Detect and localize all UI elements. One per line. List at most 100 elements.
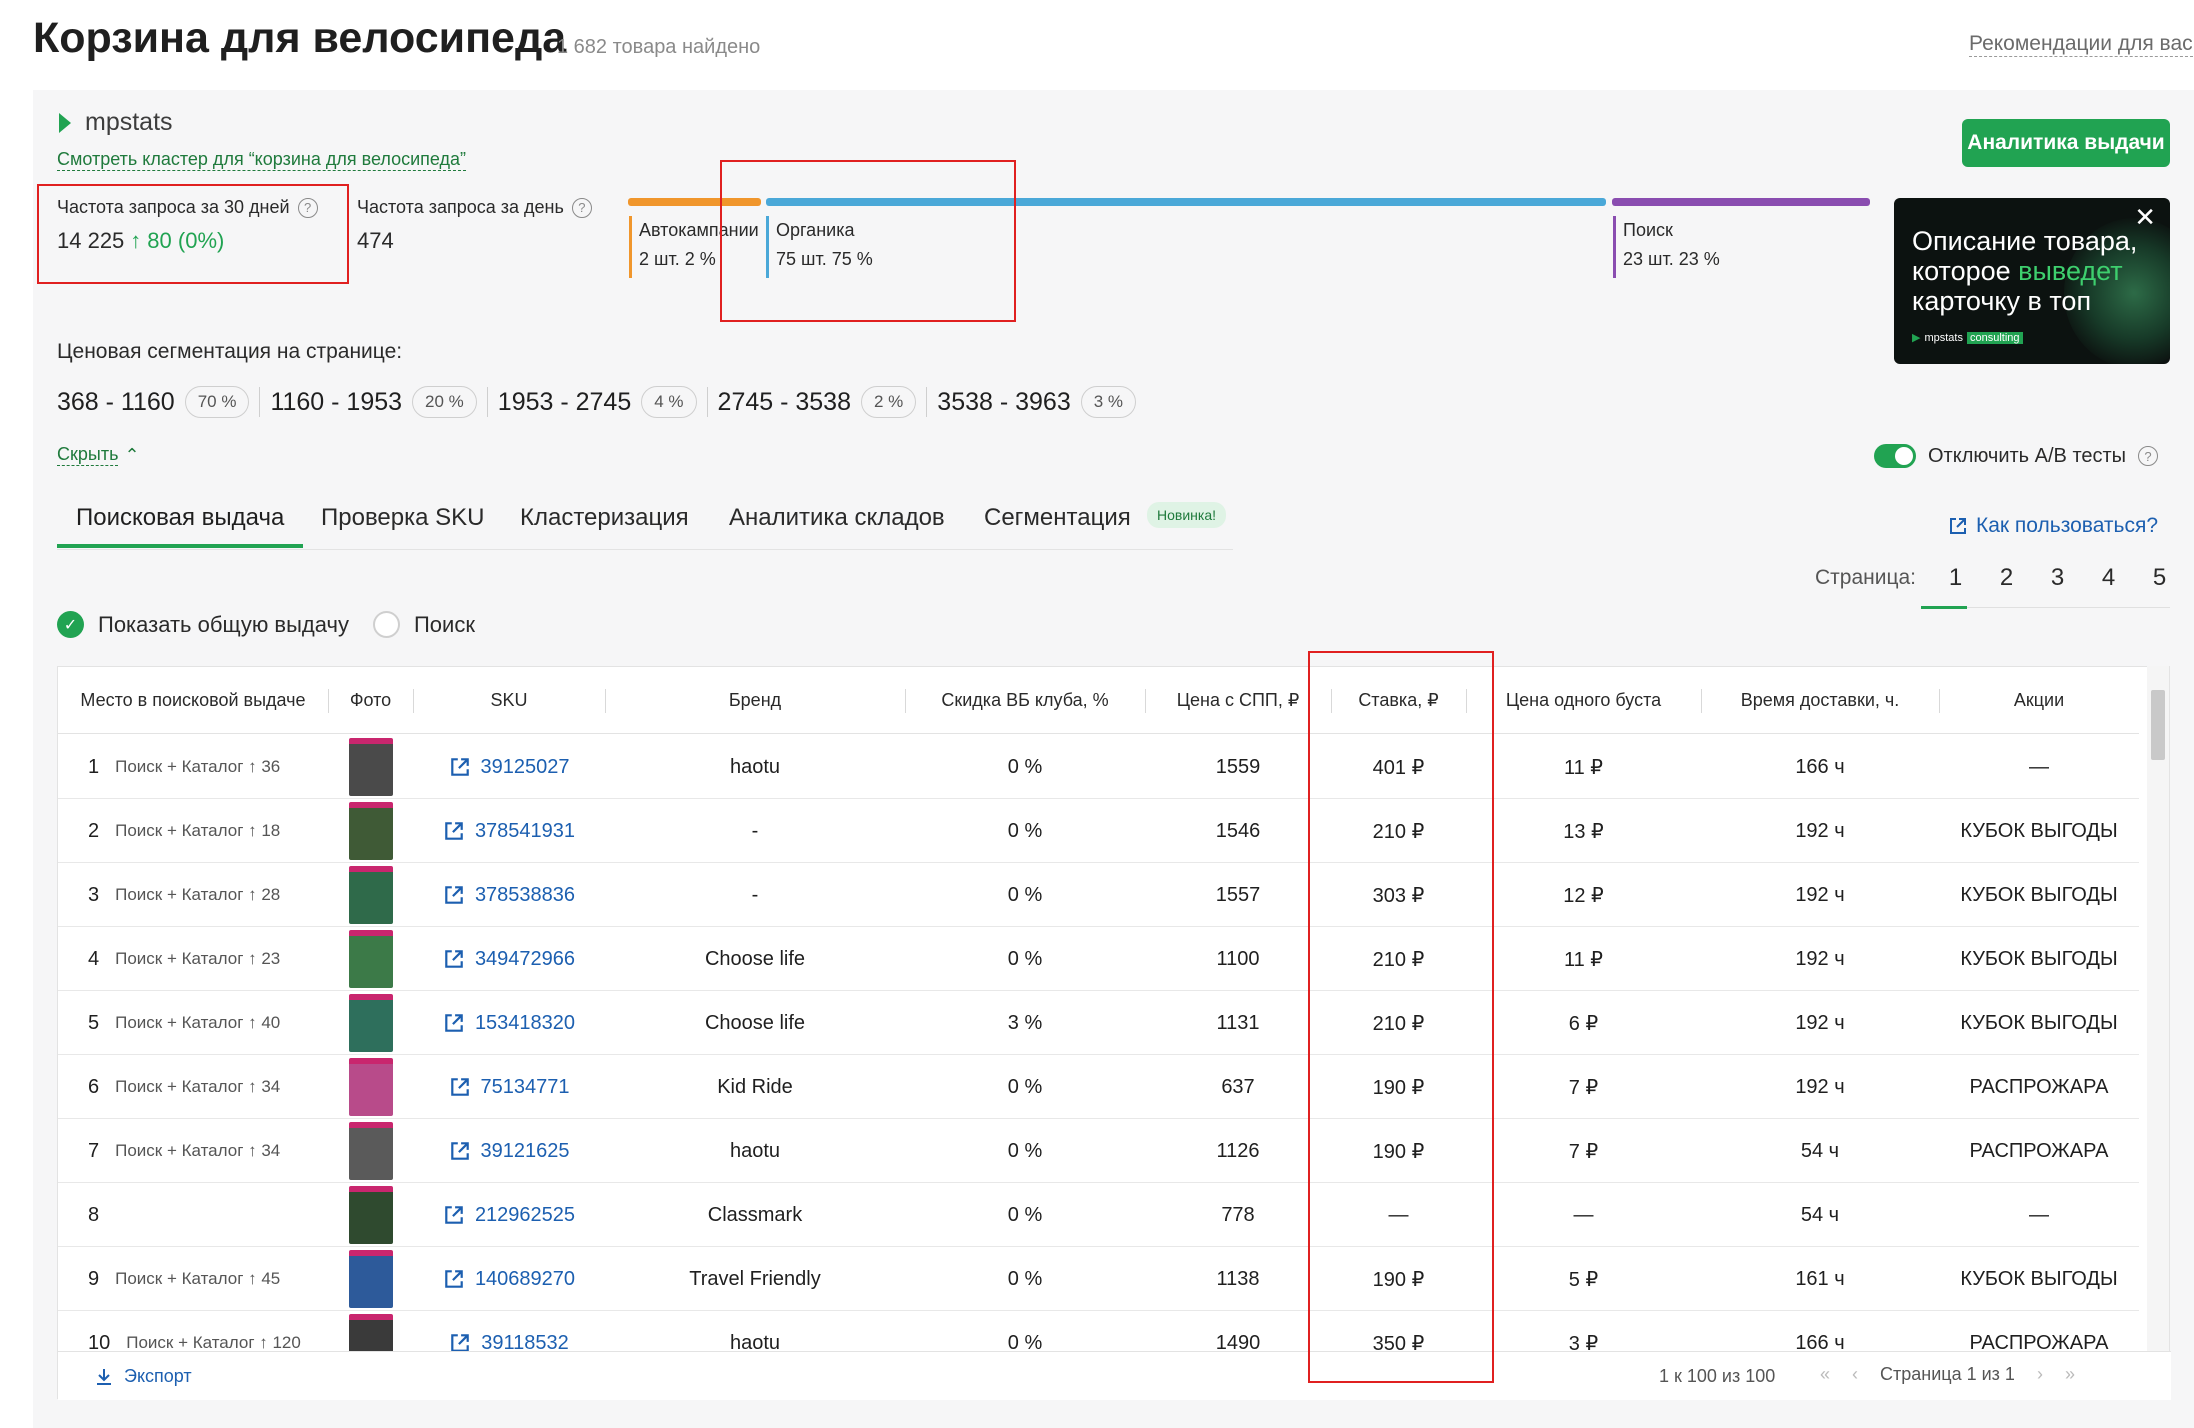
col-divider — [413, 689, 414, 713]
active-page-indicator — [1921, 606, 1967, 609]
product-thumbnail[interactable] — [348, 1186, 393, 1244]
boost-price-cell: 3 ₽ — [1568, 1332, 1599, 1355]
position-source: Поиск + Каталог ↑ 23 — [115, 949, 281, 968]
sku-link[interactable]: 378541931 — [443, 820, 575, 843]
table-row[interactable]: 6 Поиск + Каталог ↑ 34 75134771 Kid Ride 0 %… — [58, 1055, 2139, 1119]
table-row[interactable]: 3 Поиск + Каталог ↑ 28 378538836 - 0 % 1557 30… — [58, 863, 2139, 927]
hide-link[interactable]: Скрыть ⌃ — [57, 444, 140, 466]
sku-link[interactable]: 212962525 — [443, 1204, 575, 1227]
product-thumbnail[interactable] — [348, 802, 393, 860]
sku-link[interactable]: 153418320 — [443, 1012, 575, 1035]
last-page-icon[interactable]: » — [2064, 1364, 2075, 1384]
toggle-switch[interactable] — [1874, 444, 1916, 468]
photo-cell — [328, 1119, 413, 1183]
price-range: 1160 - 1953 — [270, 387, 403, 416]
col-boost-price[interactable]: Цена одного буста — [1505, 690, 1662, 710]
table-row[interactable]: 2 Поиск + Каталог ↑ 18 378541931 - 0 % 1546 21… — [58, 799, 2139, 863]
new-badge: Новинка! — [1147, 502, 1226, 528]
promo-banner[interactable]: Описание товара, которое выведет карточк… — [1894, 198, 2170, 364]
discount-cell: 0 % — [1007, 947, 1043, 970]
tab-clustering[interactable]: Кластеризация — [520, 504, 689, 531]
product-thumbnail[interactable] — [348, 930, 393, 988]
first-page-icon[interactable]: « — [1820, 1364, 1831, 1384]
results-count: 1 682 товара найдено — [557, 36, 761, 58]
position-number: 10 — [88, 1331, 111, 1354]
price-share-badge: 3 % — [1080, 386, 1137, 418]
col-discount[interactable]: Скидка ВБ клуба, % — [941, 690, 1109, 710]
page-button[interactable]: 3 — [2050, 564, 2065, 591]
radio-search[interactable] — [372, 611, 400, 638]
table-row[interactable]: 4 Поиск + Каталог ↑ 23 349472966 Choose lif… — [58, 927, 2139, 991]
position-number: 1 — [88, 755, 100, 778]
price-cell: 1131 — [1216, 1011, 1260, 1034]
product-thumbnail[interactable] — [348, 1122, 393, 1180]
page-button[interactable]: 4 — [2101, 564, 2116, 591]
promo-cell: КУБОК ВЫГОДЫ — [1960, 819, 2118, 842]
table-row[interactable]: 7 Поиск + Каталог ↑ 34 39121625 haotu 0 % 112… — [58, 1119, 2139, 1183]
sku-link[interactable]: 39121625 — [449, 1139, 570, 1163]
product-thumbnail[interactable] — [348, 1250, 393, 1308]
sku-link[interactable]: 378538836 — [443, 884, 575, 907]
sku-link[interactable]: 75134771 — [449, 1076, 569, 1099]
col-divider — [328, 689, 329, 713]
sku-number: 39121625 — [480, 1139, 570, 1162]
page-button[interactable]: 2 — [1999, 564, 2014, 591]
price-cell: 1126 — [1216, 1139, 1260, 1162]
sku-link[interactable]: 39125027 — [449, 756, 569, 779]
position-number: 8 — [88, 1203, 100, 1226]
col-delivery[interactable]: Время доставки, ч. — [1740, 690, 1900, 710]
analytics-button[interactable]: Аналитика выдачи — [1962, 119, 2170, 167]
help-icon[interactable]: ? — [297, 197, 318, 218]
close-icon[interactable]: ✕ — [2134, 202, 2156, 232]
help-icon[interactable]: ? — [2138, 446, 2159, 466]
product-thumbnail[interactable] — [348, 866, 393, 924]
scrollbar-thumb[interactable] — [2151, 690, 2165, 760]
ab-tests-toggle[interactable]: Отключить А/В тесты ? — [1874, 444, 2159, 468]
col-price[interactable]: Цена с СПП, ₽ — [1176, 690, 1300, 710]
tab-search-results[interactable]: Поисковая выдача — [76, 504, 285, 531]
position-cell: 4 Поиск + Каталог ↑ 23 — [58, 927, 328, 991]
product-thumbnail[interactable] — [348, 994, 393, 1052]
brand-cell: Choose life — [704, 947, 806, 970]
product-thumbnail[interactable] — [348, 738, 393, 796]
sku-number: 153418320 — [474, 1011, 576, 1034]
table-row[interactable]: 8 212962525 Classmark 0 % 778 — — 54 ч — — [58, 1183, 2139, 1247]
col-bid[interactable]: Ставка, ₽ — [1358, 690, 1439, 710]
col-divider — [605, 689, 606, 713]
col-brand[interactable]: Бренд — [728, 690, 782, 710]
banner-glow — [2064, 218, 2170, 364]
page-button[interactable]: 1 — [1948, 564, 1963, 591]
cluster-link[interactable]: Смотреть кластер для “корзина для велоси… — [57, 149, 467, 171]
table-row[interactable]: 5 Поиск + Каталог ↑ 40 153418320 Choose lif… — [58, 991, 2139, 1055]
delivery-cell: 192 ч — [1795, 1075, 1845, 1098]
tab-warehouse-analytics[interactable]: Аналитика складов — [729, 504, 945, 531]
table-row[interactable]: 1 Поиск + Каталог ↑ 36 39125027 haotu 0 % 155… — [58, 735, 2139, 799]
sku-link[interactable]: 349472966 — [443, 948, 575, 971]
boost-price-cell: 5 ₽ — [1568, 1268, 1599, 1291]
tab-segmentation[interactable]: Сегментация — [984, 504, 1131, 531]
col-sku[interactable]: SKU — [490, 690, 528, 710]
radio-search-label[interactable]: Поиск — [413, 611, 475, 637]
sku-link[interactable]: 140689270 — [443, 1268, 575, 1291]
sku-number: 212962525 — [474, 1203, 576, 1226]
table-row[interactable]: 9 Поиск + Каталог ↑ 45 140689270 Travel Fri… — [58, 1247, 2139, 1311]
radio-all-checked[interactable]: ✓ — [57, 611, 84, 638]
product-thumbnail[interactable] — [348, 1058, 393, 1116]
export-button[interactable]: Экспорт — [94, 1366, 192, 1387]
prev-page-icon[interactable]: ‹ — [1852, 1364, 1859, 1384]
promo-cell: — — [2029, 755, 2049, 778]
recommendations-link[interactable]: Рекомендации для вас — [1969, 32, 2193, 57]
col-promo[interactable]: Акции — [2013, 690, 2065, 710]
howto-link[interactable]: Как пользоваться? — [1948, 514, 2158, 538]
discount-cell: 0 % — [1007, 883, 1043, 906]
radio-all-label[interactable]: Показать общую выдачу — [98, 611, 349, 637]
sku-link[interactable]: 39118532 — [449, 1332, 569, 1355]
col-position[interactable]: Место в поисковой выдаче — [80, 690, 306, 710]
table-scrollbar[interactable] — [2147, 666, 2169, 1351]
page-button[interactable]: 5 — [2152, 564, 2167, 591]
next-page-icon[interactable]: › — [2036, 1364, 2043, 1384]
help-icon[interactable]: ? — [571, 197, 592, 218]
tab-sku-check[interactable]: Проверка SKU — [321, 504, 485, 531]
col-photo[interactable]: Фото — [349, 690, 392, 710]
position-number: 5 — [88, 1011, 100, 1034]
